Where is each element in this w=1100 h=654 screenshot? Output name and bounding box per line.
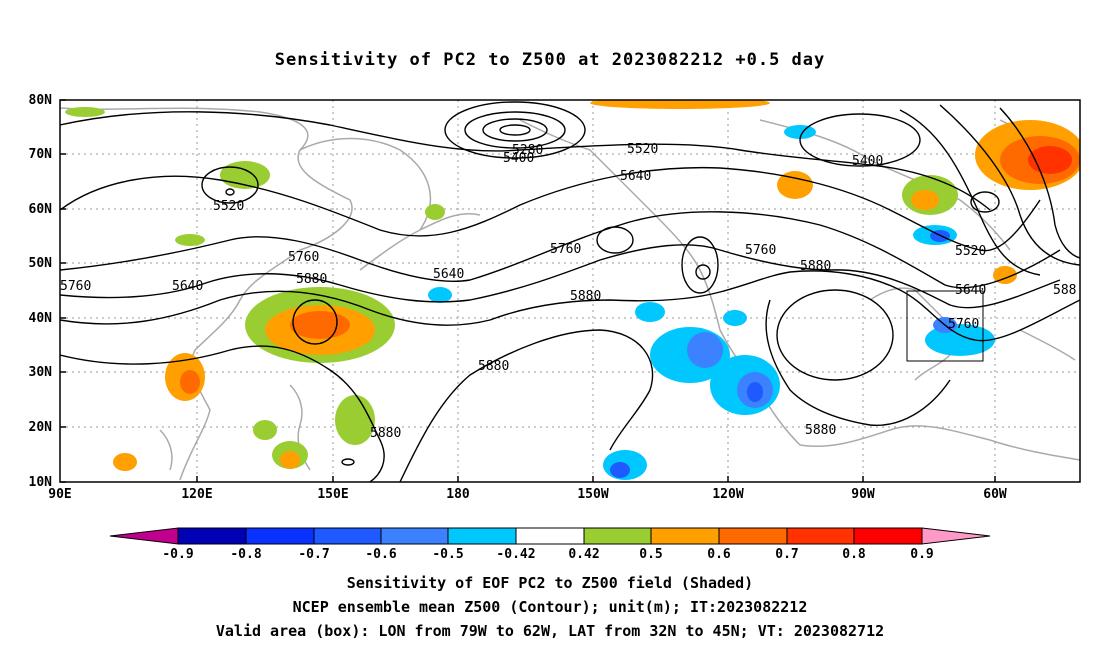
contour-label: 5880 (370, 426, 401, 441)
lat-label: 40N (29, 311, 53, 326)
colorbar-cell (921, 527, 991, 545)
lon-label: 180 (446, 487, 470, 502)
map-frame (59, 99, 1081, 483)
grid-lines (60, 100, 1080, 482)
colorbar-labels: -0.9 -0.8 -0.7 -0.6 -0.5 -0.42 0.42 0.5 … (162, 547, 933, 562)
colorbar-cell (109, 527, 179, 545)
axis-ticks (60, 99, 996, 483)
colorbar-cell (853, 527, 923, 545)
contour-label: 5760 (948, 317, 979, 332)
colorbar-label: 0.7 (775, 547, 798, 562)
lon-label: 150W (577, 487, 608, 502)
contour-label: 5880 (805, 423, 836, 438)
lon-label: 150E (317, 487, 348, 502)
contour-label: 5760 (550, 242, 581, 257)
lat-label: 20N (29, 420, 53, 435)
contour-label: 5640 (433, 267, 464, 282)
contour-label: 5640 (172, 279, 203, 294)
contour-label: 5520 (213, 199, 244, 214)
latitude-labels: 80N 70N 60N 50N 40N 30N 20N 10N (29, 93, 53, 490)
colorbar-label: 0.8 (842, 547, 866, 562)
contour-label: 5280 (512, 143, 543, 158)
colorbar-label: 0.5 (639, 547, 662, 562)
colorbar-cell (718, 527, 788, 545)
colorbar-label: -0.42 (496, 547, 535, 562)
contour-label: 5400 (503, 151, 534, 166)
valid-area-box (906, 290, 984, 362)
z500-contours (60, 101, 1080, 482)
contour-label: 5400 (852, 154, 883, 169)
lon-label: 90W (851, 487, 875, 502)
colorbar (109, 527, 991, 545)
lat-label: 30N (29, 365, 53, 380)
colorbar-cell (380, 527, 449, 545)
contour-label: 5880 (478, 359, 509, 374)
lon-label: 120E (181, 487, 212, 502)
lat-label: 10N (29, 475, 53, 490)
longitude-labels: 90E 120E 150E 180 150W 120W 90W 60W (48, 487, 1007, 502)
lat-label: 50N (29, 256, 53, 271)
colorbar-label: -0.6 (365, 547, 396, 562)
colorbar-cell (583, 527, 652, 545)
caption-shading: Sensitivity of EOF PC2 to Z500 field (Sh… (346, 574, 754, 592)
lat-label: 60N (29, 202, 53, 217)
caption-valid-area: Valid area (box): LON from 79W to 62W, L… (215, 622, 885, 640)
contour-label: 5880 (296, 272, 327, 287)
contour-labels: 5280 5400 5520 5400 5640 5520 5760 5760 … (60, 142, 1076, 441)
colorbar-cell (650, 527, 720, 545)
colorbar-label: -0.5 (432, 547, 463, 562)
contour-label: 588 (1053, 283, 1076, 298)
contour-label: 5760 (288, 250, 319, 265)
colorbar-label: -0.7 (298, 547, 329, 562)
colorbar-cell (786, 527, 855, 545)
caption-contour: NCEP ensemble mean Z500 (Contour); unit(… (292, 598, 808, 616)
map-title: Sensitivity of PC2 to Z500 at 2023082212… (274, 50, 826, 70)
lon-label: 90E (48, 487, 71, 502)
colorbar-cell (447, 527, 517, 545)
contour-label: 5880 (570, 289, 601, 304)
lat-label: 80N (29, 93, 53, 108)
contour-label: 5760 (60, 279, 91, 294)
contour-label: 5760 (745, 243, 776, 258)
lon-label: 60W (983, 487, 1007, 502)
colorbar-cell (245, 527, 315, 545)
colorbar-label: 0.6 (707, 547, 731, 562)
contour-label: 5640 (620, 169, 651, 184)
lon-label: 120W (712, 487, 743, 502)
colorbar-cell (515, 527, 585, 545)
contour-label: 5520 (955, 244, 986, 259)
colorbar-cell (313, 527, 382, 545)
colorbar-label: -0.9 (162, 547, 193, 562)
lat-label: 70N (29, 147, 53, 162)
contour-label: 5880 (800, 259, 831, 274)
colorbar-label: 0.42 (568, 547, 599, 562)
contour-label: 5640 (955, 283, 986, 298)
colorbar-label: -0.8 (230, 547, 261, 562)
contour-label: 5520 (627, 142, 658, 157)
colorbar-label: 0.9 (910, 547, 933, 562)
colorbar-cell (177, 527, 247, 545)
